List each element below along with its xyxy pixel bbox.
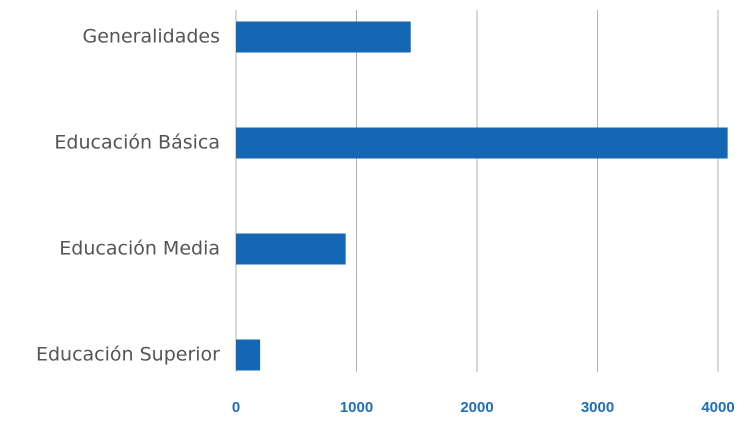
bar [236,21,411,53]
x-tick-label: 3000 [581,399,614,416]
bar [236,233,346,265]
y-tick-label: Generalidades [82,26,220,48]
x-tick-label: 1000 [340,399,373,416]
y-tick-label: Educación Básica [54,132,220,154]
y-tick-label: Educación Superior [36,344,220,366]
x-tick-label: 4000 [701,399,734,416]
y-tick-label: Educación Media [59,238,220,260]
x-tick-label: 0 [232,399,240,416]
x-tick-label: 2000 [460,399,493,416]
bar [236,339,261,371]
bar [236,127,728,159]
